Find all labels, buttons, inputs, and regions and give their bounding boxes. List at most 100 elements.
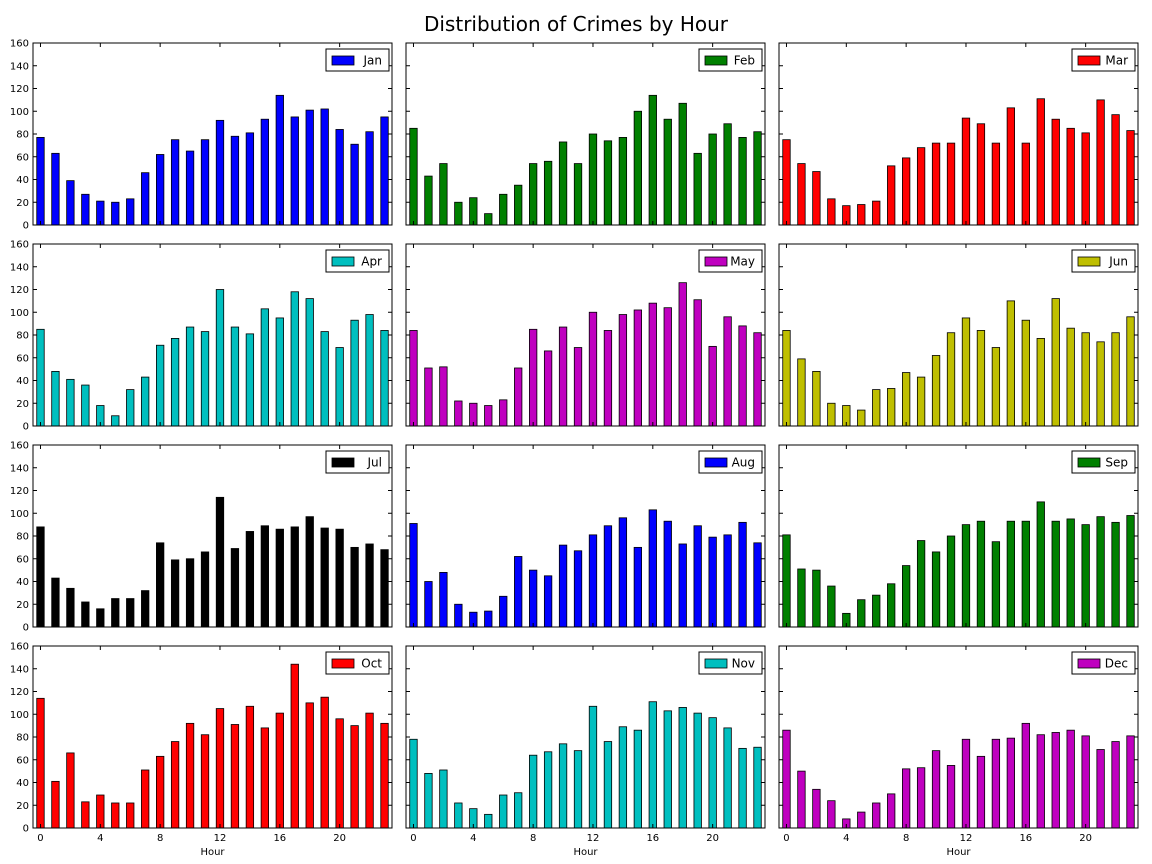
bar-apr-hour-11 <box>200 331 210 427</box>
bar-apr-hour-0 <box>36 328 45 427</box>
bar-may-hour-23 <box>753 332 762 427</box>
panel-mar: Mar <box>778 42 1139 226</box>
legend-label: Feb <box>734 54 755 68</box>
bar-may-hour-21 <box>723 316 732 427</box>
bar-apr-hour-15 <box>260 308 269 427</box>
bar-oct-hour-9 <box>170 741 180 829</box>
legend-dec: Dec <box>1071 651 1136 675</box>
bar-oct-hour-7 <box>141 769 150 829</box>
bar-jun-hour-20 <box>1081 332 1090 427</box>
y-tick-label: 140 <box>10 262 29 273</box>
bar-mar-hour-11 <box>946 142 956 226</box>
bar-oct-hour-16 <box>275 712 284 829</box>
bar-jul-hour-2 <box>66 587 75 628</box>
bar-mar-hour-1 <box>797 163 806 226</box>
bar-feb-hour-9 <box>543 160 553 226</box>
bar-feb-hour-23 <box>753 131 762 226</box>
bar-jun-hour-8 <box>902 372 911 427</box>
bar-apr-hour-20 <box>335 347 344 427</box>
bar-feb-hour-16 <box>648 94 657 226</box>
bar-feb-hour-12 <box>588 133 598 226</box>
bar-aug-hour-18 <box>678 543 687 628</box>
bar-jul-hour-0 <box>36 526 45 628</box>
bar-dec-hour-21 <box>1096 749 1105 829</box>
legend-swatch <box>704 256 728 267</box>
bar-mar-hour-9 <box>916 147 926 226</box>
bar-jun-hour-11 <box>946 332 956 427</box>
bar-dec-hour-16 <box>1021 722 1030 829</box>
bar-feb-hour-2 <box>439 163 448 226</box>
bar-sep-hour-21 <box>1096 516 1105 628</box>
y-tick-label: 80 <box>16 733 29 744</box>
legend-mar: Mar <box>1071 48 1136 72</box>
bar-oct-hour-10 <box>185 722 195 829</box>
bar-aug-hour-20 <box>708 536 717 628</box>
x-tick-label: 4 <box>470 833 476 844</box>
bar-feb-hour-0 <box>409 127 418 226</box>
bar-sep-hour-9 <box>916 540 926 628</box>
bar-mar-hour-8 <box>902 157 911 226</box>
bar-sep-hour-6 <box>872 594 881 628</box>
y-tick-label: 60 <box>16 554 29 565</box>
bar-dec-hour-2 <box>812 788 821 829</box>
bar-may-hour-5 <box>484 405 493 427</box>
bar-apr-hour-10 <box>185 326 195 427</box>
panel-jul: 0 20 40 60 80 100 120 140 160 Jul <box>10 441 393 634</box>
y-tick-label: 40 <box>16 577 29 588</box>
bar-mar-hour-5 <box>857 204 866 226</box>
x-tick-label: 12 <box>587 833 600 844</box>
bar-sep-hour-14 <box>991 541 1001 628</box>
bar-jun-hour-18 <box>1051 298 1060 427</box>
bar-sep-hour-16 <box>1021 520 1030 628</box>
x-tick-label: 16 <box>1019 833 1032 844</box>
legend-box <box>325 450 390 474</box>
bar-may-hour-2 <box>439 366 448 427</box>
legend-aug: Aug <box>698 450 763 474</box>
bar-jul-hour-7 <box>141 590 150 628</box>
legend-label: Sep <box>1105 456 1128 470</box>
bar-dec-hour-8 <box>902 768 911 829</box>
y-tick-label: 160 <box>10 642 29 653</box>
panel-feb: Feb <box>405 42 766 226</box>
x-tick-label: 0 <box>410 833 416 844</box>
legend-label: Jul <box>367 456 382 470</box>
legend-label: Mar <box>1105 54 1128 68</box>
bar-dec-hour-18 <box>1051 732 1060 829</box>
y-tick-label: 40 <box>16 175 29 186</box>
y-tick-label: 120 <box>10 486 29 497</box>
y-tick-label: 0 <box>23 221 29 232</box>
legend-box <box>325 249 390 273</box>
bar-may-hour-9 <box>543 350 553 427</box>
legend-swatch <box>331 256 355 267</box>
x-tick-label: 8 <box>530 833 536 844</box>
bar-jan-hour-1 <box>51 152 60 226</box>
bar-jan-hour-3 <box>81 193 90 226</box>
bar-may-hour-1 <box>424 367 433 427</box>
bar-nov-hour-17 <box>663 710 672 829</box>
bar-nov-hour-12 <box>588 705 598 829</box>
x-axis-label: Hour <box>573 847 598 858</box>
y-tick-label: 140 <box>10 664 29 675</box>
bar-aug-hour-5 <box>484 610 493 628</box>
legend-swatch <box>331 457 355 468</box>
panel-sep: Sep <box>778 444 1139 628</box>
panel-aug: Aug <box>405 444 766 628</box>
bar-feb-hour-5 <box>484 213 493 226</box>
bar-sep-hour-2 <box>812 569 821 628</box>
bar-jul-hour-15 <box>260 525 269 628</box>
bar-nov-hour-0 <box>409 738 418 829</box>
bar-jun-hour-0 <box>782 330 791 427</box>
bar-mar-hour-6 <box>872 200 881 226</box>
bar-nov-hour-2 <box>439 769 448 829</box>
bar-apr-hour-18 <box>305 298 314 427</box>
y-tick-label: 120 <box>10 84 29 95</box>
bar-jun-hour-6 <box>872 389 881 427</box>
bar-may-hour-6 <box>499 399 508 427</box>
legend-jan: Jan <box>325 48 390 72</box>
bar-jul-hour-6 <box>126 598 135 628</box>
bar-mar-hour-19 <box>1066 127 1075 226</box>
y-tick-label: 60 <box>16 755 29 766</box>
bar-jun-hour-7 <box>887 388 896 427</box>
bar-nov-hour-20 <box>708 717 717 829</box>
bar-feb-hour-6 <box>499 193 508 226</box>
